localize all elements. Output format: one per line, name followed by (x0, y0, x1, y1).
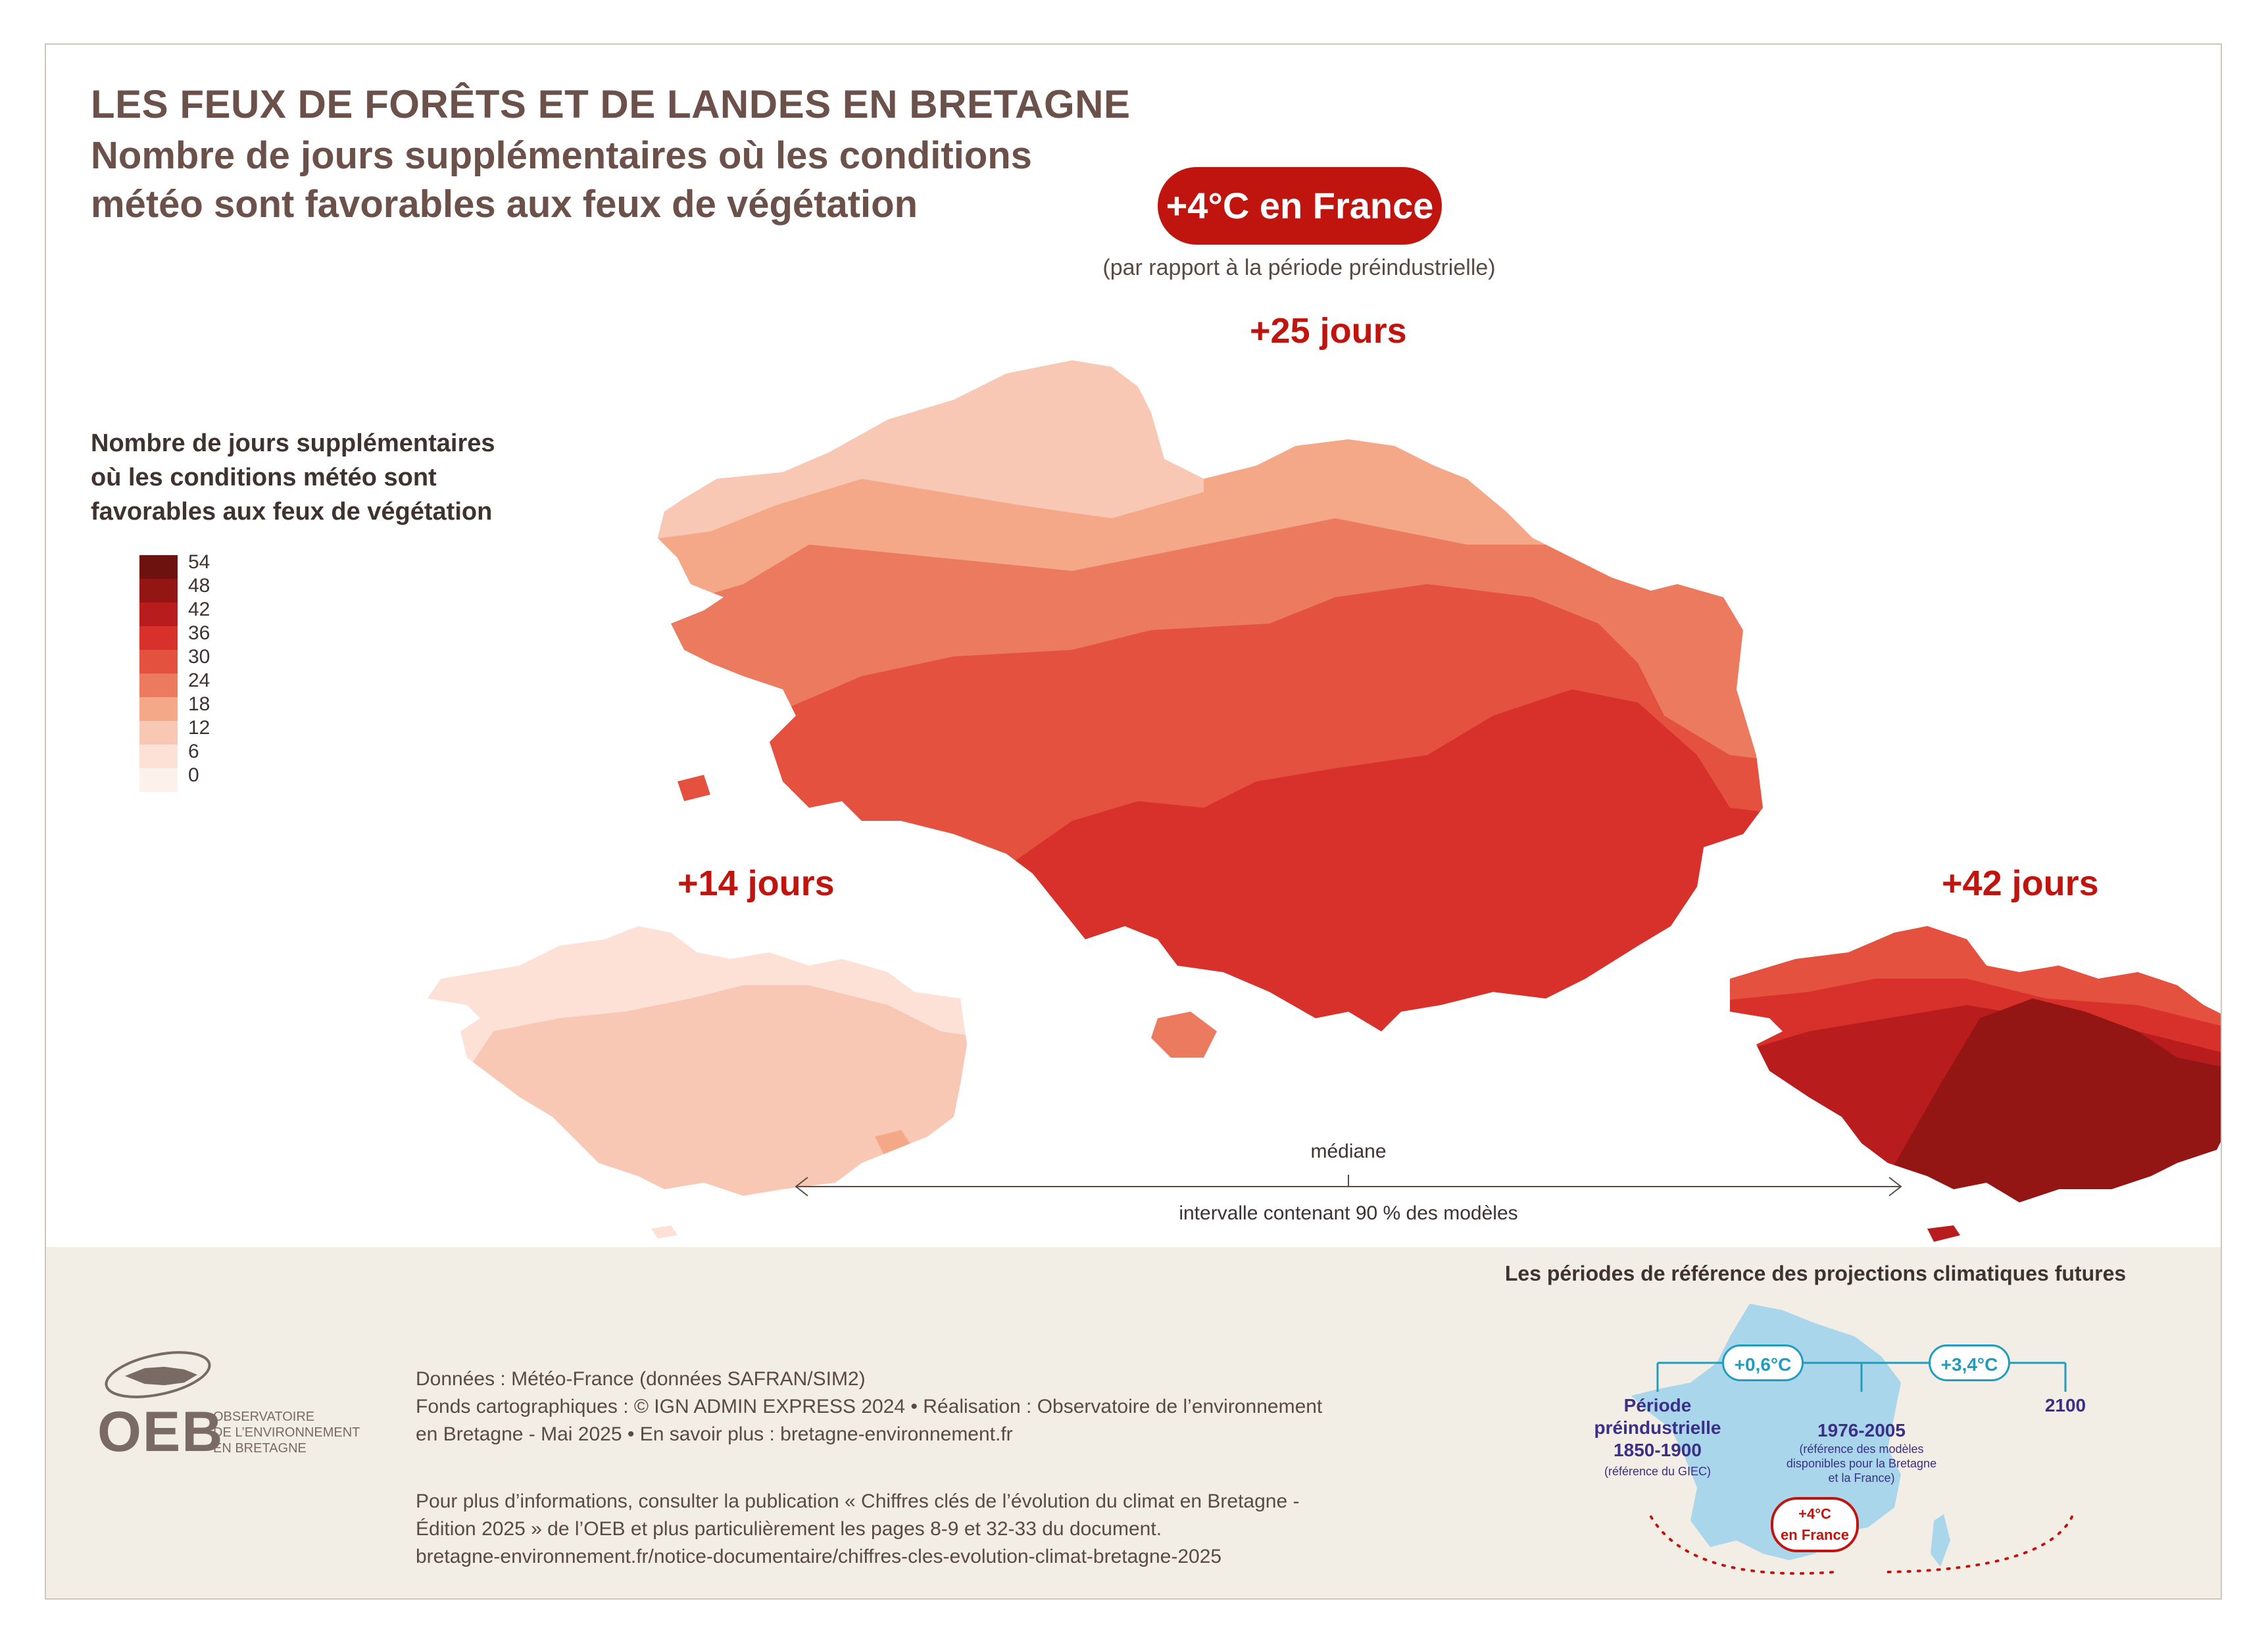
legend-swatch (139, 674, 178, 697)
period-1-line-3: 1850-1900 (1614, 1440, 1702, 1460)
legend-swatch (139, 745, 178, 768)
legend-swatch (139, 626, 178, 650)
scenario-note: (par rapport à la période préindustriell… (1102, 255, 1496, 280)
legend-swatch (139, 555, 178, 579)
reference-badge-line-2: en France (1781, 1527, 1849, 1543)
low-band-12 (428, 985, 967, 1196)
period-1976-2005: 1976-2005 (1817, 1420, 1906, 1440)
legend-tick-label: 54 (188, 551, 210, 573)
period-2-note-1: (référence des modèles (1799, 1442, 1924, 1456)
legend-swatch (139, 768, 178, 792)
footer-panel: OEB OBSERVATOIRE DE L’ENVIRONNEMENT EN B… (46, 1247, 2221, 1598)
interval-arrow (795, 1175, 1902, 1196)
subtitle-line-2: météo sont favorables aux feux de végéta… (91, 183, 918, 226)
source-line-1: Données : Météo-France (données SAFRAN/S… (416, 1368, 866, 1390)
period-preindustrial: Période préindustrielle 1850-1900 (1585, 1394, 1730, 1462)
pill-plus-0-6: +0,6°C (1722, 1344, 1804, 1381)
oeb-logo-sub-1: OBSERVATOIRE (213, 1410, 315, 1424)
oeb-logo-sub-3: EN BRETAGNE (213, 1441, 307, 1456)
legend-swatch (139, 650, 178, 674)
legend-tick-label: 0 (188, 764, 199, 786)
pill-plus-3-4: +3,4°C (1929, 1344, 2010, 1381)
period-2-note: (référence des modèles disponibles pour … (1769, 1442, 1954, 1485)
period-2-note-3: et la France) (1828, 1471, 1895, 1485)
legend-swatch (139, 579, 178, 602)
period-1-note: (référence du GIEC) (1604, 1465, 1712, 1478)
legend-swatch (139, 721, 178, 745)
legend-tick-label: 42 (188, 599, 210, 620)
legend-title-line-1: Nombre de jours supplémentaires (91, 430, 495, 457)
source-line-2: Fonds cartographiques : © IGN ADMIN EXPR… (416, 1396, 1323, 1417)
low-island (651, 1225, 678, 1239)
page-subtitle: Nombre de jours supplémentaires où les c… (91, 132, 1209, 229)
france-map-icon (1631, 1304, 1950, 1567)
legend-title-line-3: favorables aux feux de végétation (91, 498, 493, 526)
map-frame: LES FEUX DE FORÊTS ET DE LANDES EN BRETA… (45, 43, 2222, 1600)
median-island-1 (678, 775, 710, 801)
median-map (658, 360, 1763, 1058)
high-island (1927, 1225, 1960, 1242)
legend-title: Nombre de jours supplémentaires où les c… (91, 426, 591, 529)
legend-tick-label: 24 (188, 670, 210, 691)
legend-tick-label: 30 (188, 646, 210, 668)
source-line-3: en Bretagne - Mai 2025 • En savoir plus … (416, 1423, 1013, 1445)
low-map (428, 926, 967, 1239)
oeb-logo-icon (105, 1351, 211, 1398)
legend-swatch (139, 697, 178, 721)
legend-title-line-2: où les conditions météo sont (91, 464, 437, 491)
page-title: LES FEUX DE FORÊTS ET DE LANDES EN BRETA… (91, 82, 1131, 126)
median-scenario-label: +25 jours (1250, 311, 1407, 351)
legend-tick-label: 36 (188, 622, 210, 644)
reference-badge-plus-4: +4°C en France (1771, 1497, 1859, 1552)
info-line-1: Pour plus d’informations, consulter la p… (416, 1490, 1300, 1512)
oeb-logo-text: OEB (97, 1400, 224, 1463)
more-info: Pour plus d’informations, consulter la p… (416, 1488, 1402, 1571)
oeb-logo-sub-2: DE L’ENVIRONNEMENT (213, 1425, 360, 1440)
median-island-belle-ile (1151, 1012, 1217, 1058)
legend-tick-label: 18 (188, 693, 210, 715)
legend-tick-label: 6 (188, 741, 199, 762)
scenario-badge: +4°C en France (1158, 167, 1442, 245)
legend-swatch (139, 602, 178, 626)
legend-tick-label: 12 (188, 717, 210, 739)
info-line-2: Édition 2025 » de l’OEB et plus particul… (416, 1518, 1162, 1540)
median-label: médiane (1310, 1141, 1387, 1162)
reference-periods-title: Les périodes de référence des projection… (1504, 1262, 2127, 1285)
oeb-logo-subtitle: OBSERVATOIRE DE L’ENVIRONNEMENT EN BRETA… (213, 1409, 384, 1456)
interval-label: intervalle contenant 90 % des modèles (1179, 1202, 1518, 1224)
data-sources: Données : Météo-France (données SAFRAN/S… (416, 1365, 1402, 1448)
median-island-2 (1112, 906, 1145, 926)
high-map (1730, 926, 2221, 1242)
high-scenario-label: +42 jours (1942, 864, 2099, 903)
subtitle-line-1: Nombre de jours supplémentaires où les c… (91, 134, 1032, 177)
reference-badge-line-1: +4°C (1798, 1506, 1831, 1522)
period-2-note-2: disponibles pour la Bretagne (1786, 1457, 1937, 1470)
low-scenario-label: +14 jours (678, 864, 835, 903)
legend-tick-label: 48 (188, 575, 210, 597)
info-link[interactable]: bretagne-environnement.fr/notice-documen… (416, 1546, 1222, 1567)
period-1-line-1: Période (1623, 1395, 1692, 1415)
period-1-line-2: préindustrielle (1594, 1417, 1721, 1438)
period-2100: 2100 (2044, 1395, 2086, 1415)
